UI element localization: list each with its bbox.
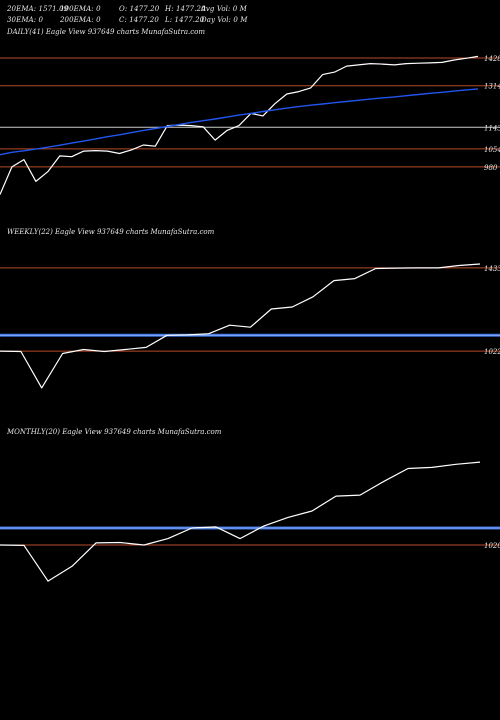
ema200-label: 200EMA: 0 bbox=[60, 16, 101, 24]
price-line-1 bbox=[0, 263, 481, 389]
level-label-0-0: 1428 bbox=[484, 55, 500, 63]
ema100-label: 100EMA: 0 bbox=[60, 5, 101, 13]
close-label: C: 1477.20 bbox=[119, 16, 159, 24]
low-label: L: 1477.20 bbox=[165, 16, 205, 24]
level-label-2-0: 1020 bbox=[484, 542, 500, 550]
ema30-label: 30EMA: 0 bbox=[7, 16, 44, 24]
level-label-1-1: 1022 bbox=[484, 348, 500, 356]
high-label: H: 1477.20 bbox=[165, 5, 206, 13]
panel-title-2: MONTHLY(20) Eagle View 937649 charts Mun… bbox=[6, 428, 222, 436]
level-label-1-0: 1433 bbox=[484, 265, 500, 273]
price-line-2 bbox=[0, 461, 481, 582]
ema-line-0 bbox=[0, 88, 479, 156]
open-label: O: 1477.20 bbox=[119, 5, 160, 13]
day-vol-label: Day Vol: 0 M bbox=[201, 16, 248, 24]
panel-title-1: WEEKLY(22) Eagle View 937649 charts Muna… bbox=[7, 228, 215, 236]
level-label-0-2: 1143 bbox=[484, 124, 500, 132]
level-label-0-1: 1314 bbox=[484, 83, 500, 91]
level-label-0-4: 980 bbox=[484, 164, 498, 172]
ema20-label: 20EMA: 1571.09 bbox=[7, 5, 69, 13]
level-label-0-3: 1054 bbox=[484, 146, 500, 154]
avg-vol-label: Avg Vol: 0 M bbox=[201, 5, 247, 13]
panel-title-0: DAILY(41) Eagle View 937649 charts Munaf… bbox=[6, 28, 205, 36]
price-line-0 bbox=[0, 55, 479, 195]
